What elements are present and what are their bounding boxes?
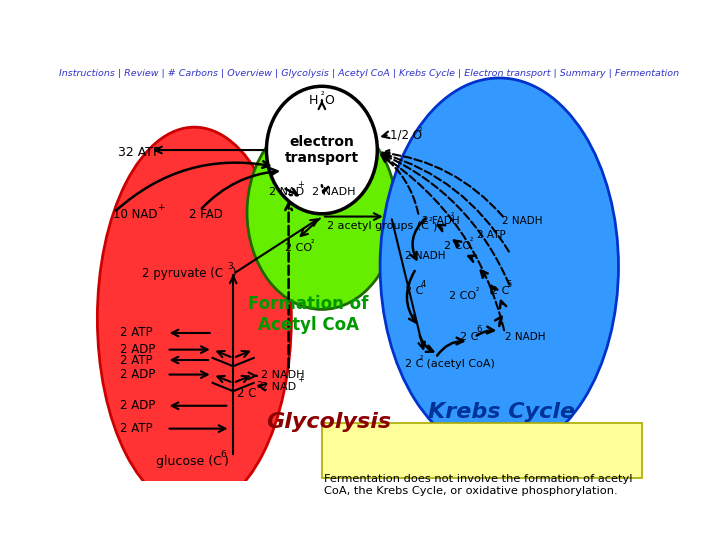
Text: 2 ADP: 2 ADP (120, 368, 155, 381)
Text: 5: 5 (506, 280, 512, 288)
Text: 2 ATP: 2 ATP (120, 422, 152, 435)
Text: 2 C: 2 C (491, 286, 509, 296)
Text: +: + (297, 375, 304, 384)
Text: ₂: ₂ (451, 209, 454, 218)
Text: 2 NADH: 2 NADH (312, 187, 356, 197)
Text: ₂: ₂ (420, 352, 423, 361)
Text: 4: 4 (420, 280, 426, 288)
Text: 2 ADP: 2 ADP (120, 399, 155, 412)
Text: ₂: ₂ (470, 234, 473, 243)
Text: O: O (325, 93, 335, 106)
Text: 2 ATP: 2 ATP (120, 354, 152, 367)
Text: 10 NAD: 10 NAD (113, 208, 158, 221)
Text: 2 pyruvate (C: 2 pyruvate (C (142, 267, 222, 280)
Text: 2 NADH: 2 NADH (261, 369, 305, 380)
Text: 6: 6 (476, 325, 482, 334)
Text: 2 ATP: 2 ATP (120, 327, 152, 340)
Text: Krebs Cycle: Krebs Cycle (428, 402, 575, 422)
Text: 6: 6 (220, 450, 226, 459)
Text: ₂: ₂ (428, 214, 432, 223)
Text: 2 acetyl groups (C: 2 acetyl groups (C (328, 221, 429, 231)
Text: 2 NAD: 2 NAD (269, 187, 305, 197)
Text: 2 ATP: 2 ATP (477, 230, 506, 240)
Text: Glycolysis: Glycolysis (266, 413, 392, 433)
Text: electron
transport: electron transport (285, 135, 359, 165)
Text: ): ) (232, 267, 236, 280)
Text: +: + (157, 202, 165, 212)
Ellipse shape (97, 127, 292, 510)
Text: Fermentation does not involve the formation of acetyl
CoA, the Krebs Cycle, or o: Fermentation does not involve the format… (324, 474, 633, 496)
Text: 2 NADH: 2 NADH (505, 332, 545, 342)
Text: 2 FADH: 2 FADH (422, 215, 459, 226)
Text: 2 FAD: 2 FAD (189, 208, 222, 221)
Text: 3: 3 (256, 381, 261, 390)
Text: (acetyl CoA): (acetyl CoA) (423, 359, 495, 369)
Text: 2 C: 2 C (405, 286, 423, 296)
Text: Instructions | Review | # Carbons | Overview | Glycolysis | Acetyl CoA | Krebs C: Instructions | Review | # Carbons | Over… (59, 69, 679, 78)
Text: 2 CO: 2 CO (449, 291, 477, 301)
Ellipse shape (266, 86, 377, 214)
Text: ₂: ₂ (311, 236, 315, 245)
Text: 1/2 O: 1/2 O (390, 129, 422, 142)
Text: 2 C: 2 C (405, 359, 423, 369)
Text: 2 CO: 2 CO (444, 241, 471, 251)
Text: 2 NAD: 2 NAD (261, 382, 296, 392)
Text: ): ) (224, 455, 229, 468)
Text: ₂: ₂ (475, 284, 479, 293)
Text: ₂: ₂ (321, 88, 325, 97)
Text: Formation of
Acetyl CoA: Formation of Acetyl CoA (248, 295, 368, 334)
Text: 32 ATP: 32 ATP (118, 146, 161, 159)
FancyBboxPatch shape (322, 423, 642, 478)
Ellipse shape (380, 78, 618, 455)
Text: +: + (297, 180, 304, 188)
Text: glucose (C: glucose (C (156, 455, 222, 468)
Text: H: H (309, 93, 318, 106)
Ellipse shape (247, 116, 397, 309)
Text: 2 NADH: 2 NADH (405, 251, 446, 261)
Text: ): ) (432, 221, 436, 231)
Text: 2 NADH: 2 NADH (502, 215, 543, 226)
Text: 2 C: 2 C (461, 332, 479, 342)
Text: 2 ADP: 2 ADP (120, 343, 155, 356)
Text: 2 CO: 2 CO (284, 243, 312, 253)
Text: 2 C: 2 C (237, 387, 256, 400)
Text: ₂: ₂ (419, 124, 422, 133)
Text: 3: 3 (228, 262, 233, 271)
